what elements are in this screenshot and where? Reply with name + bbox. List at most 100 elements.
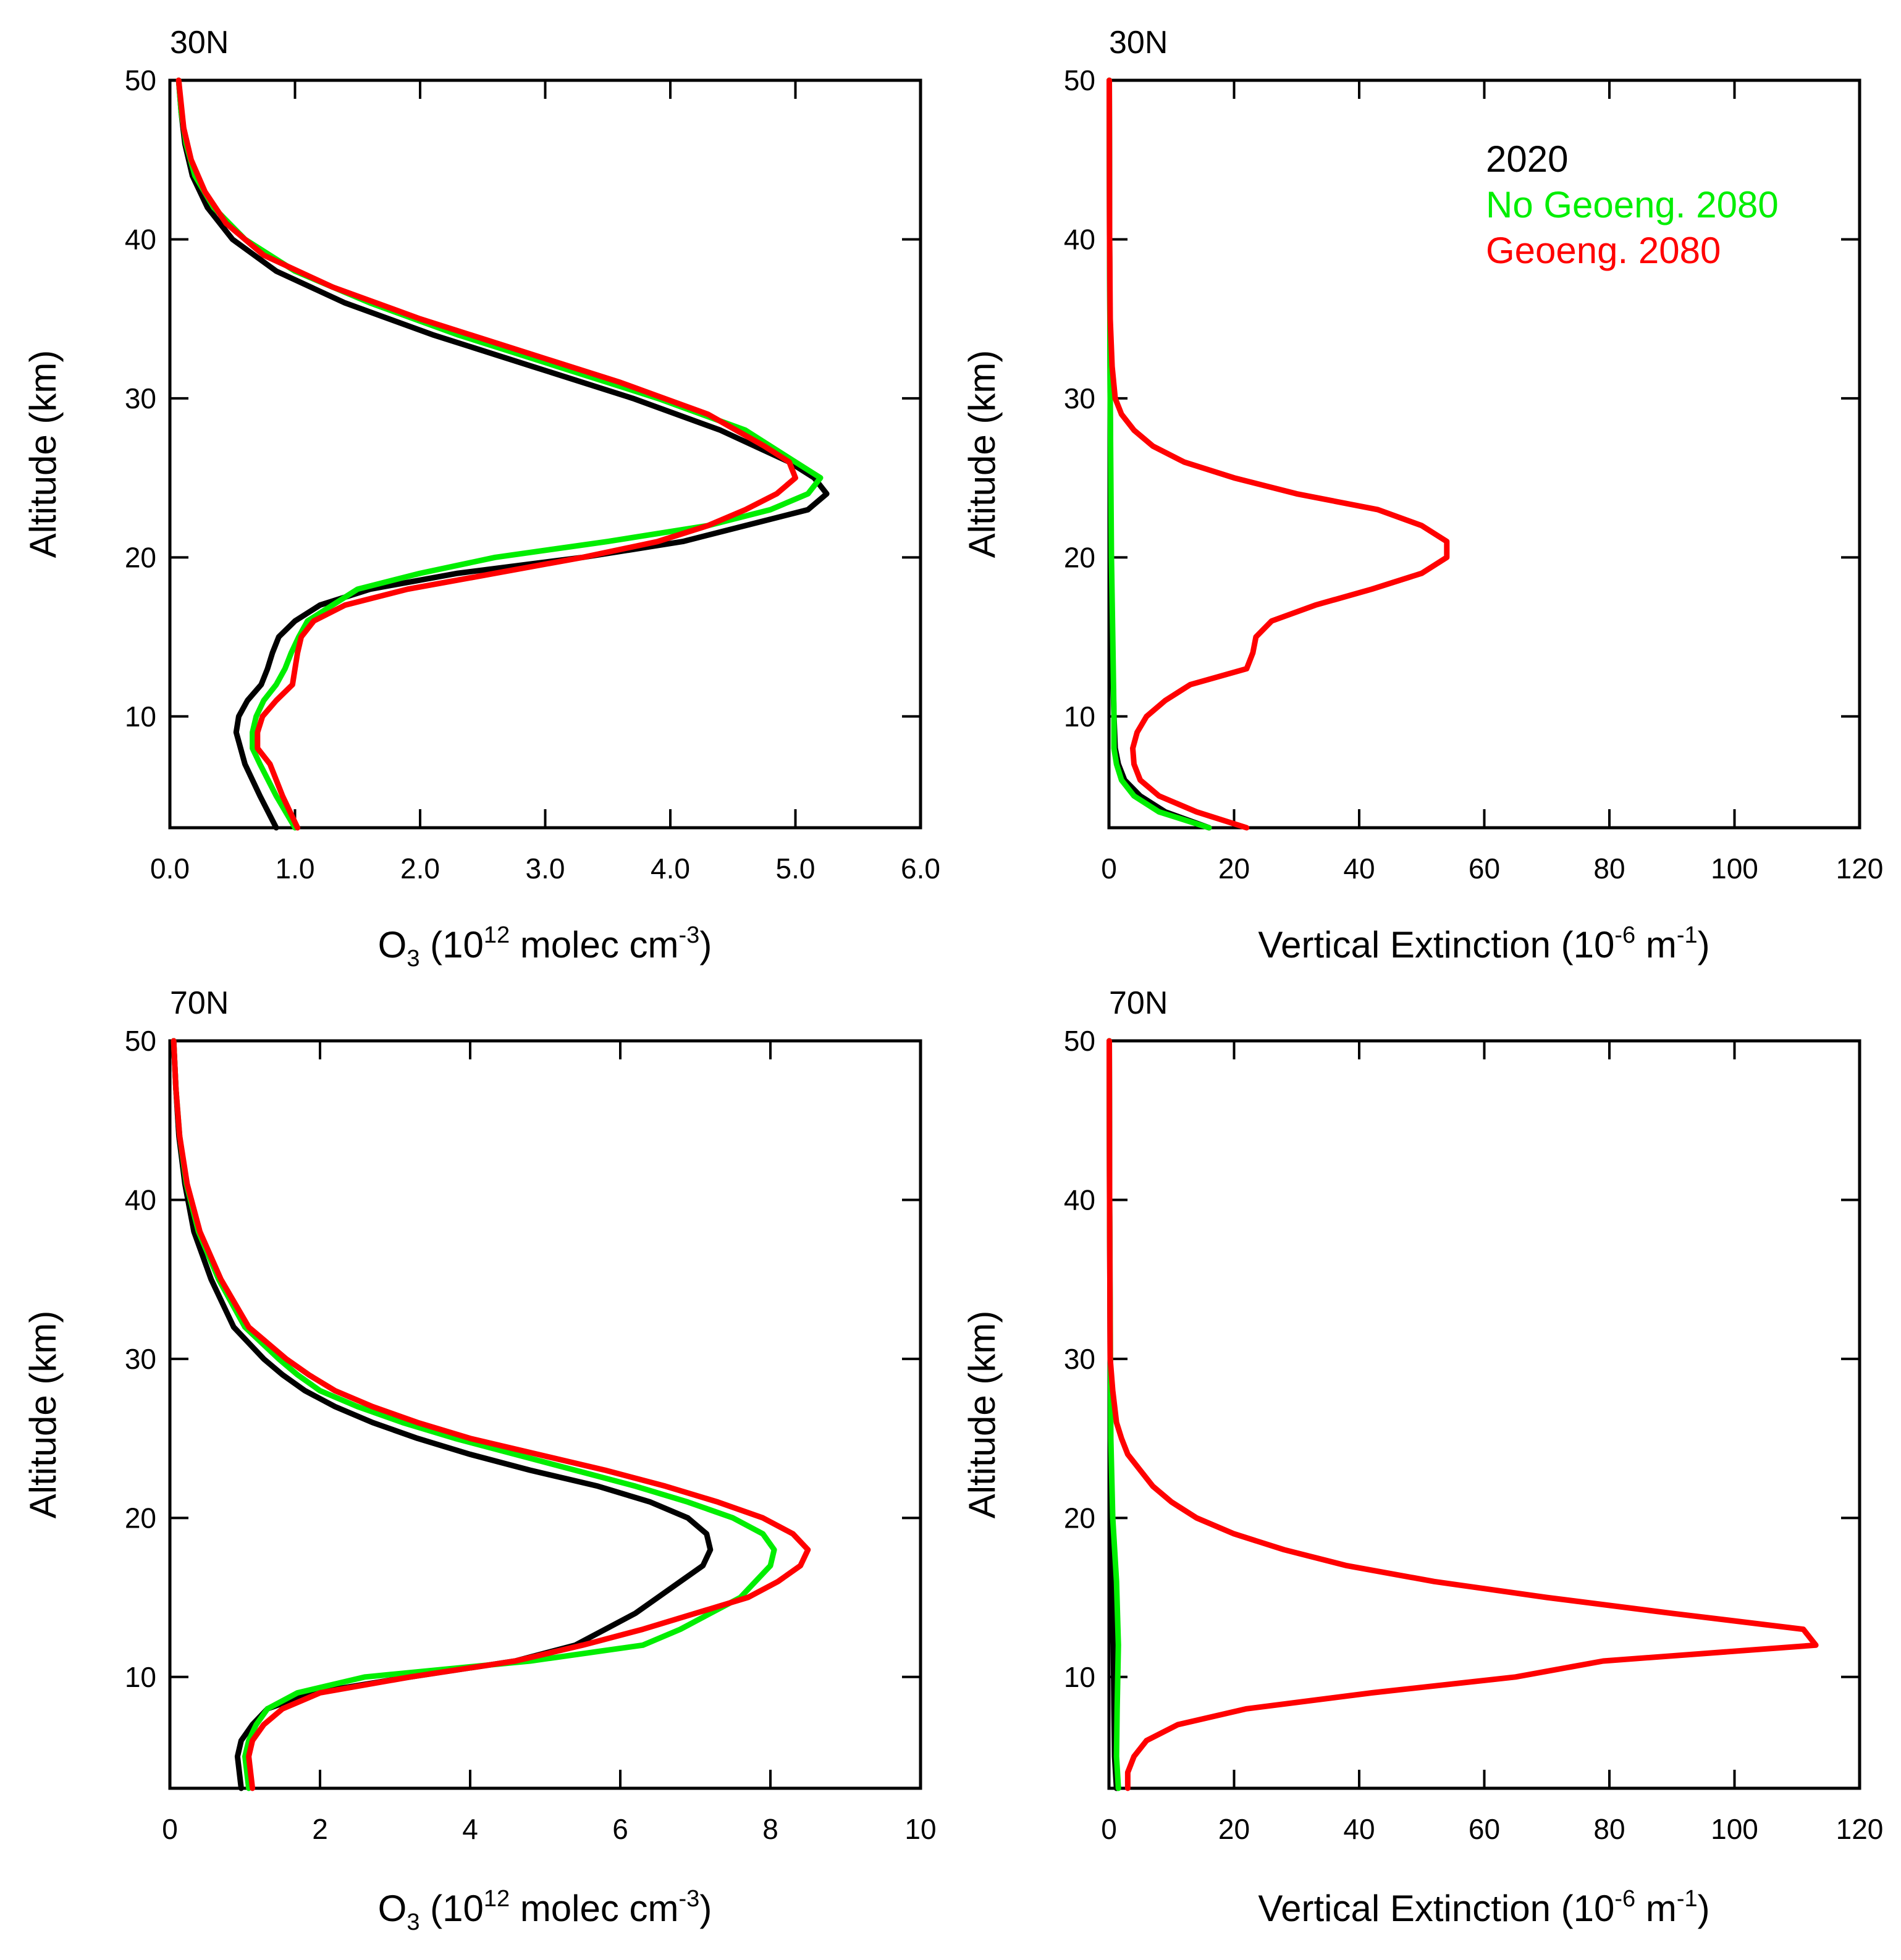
x-tick-label: 4.0 <box>651 852 690 885</box>
x-tick-label: 40 <box>1343 1813 1375 1845</box>
y-tick-label: 50 <box>125 64 156 96</box>
y-tick-label: 30 <box>125 1343 156 1375</box>
panel-extinction-30n: 30N 0 20 40 60 80 100 120 10 20 30 40 50 Altitude (… <box>961 25 1883 965</box>
series-line-2020 <box>175 77 830 831</box>
y-axis-label: Altitude (km) <box>961 1311 1003 1519</box>
y-tick-label: 30 <box>1064 382 1095 414</box>
x-axis-label-part: O <box>378 924 407 965</box>
y-tick-label: 10 <box>1064 1661 1095 1693</box>
x-tick-label: 5.0 <box>776 852 816 885</box>
x-tick-label: 80 <box>1593 852 1625 885</box>
legend-entry-no-geoeng-2080: No Geoeng. 2080 <box>1486 184 1779 225</box>
legend-entry-geoeng-2080: Geoeng. 2080 <box>1486 230 1721 271</box>
x-tick-label: 2 <box>312 1813 328 1845</box>
panel-title: 30N <box>170 25 229 61</box>
y-tick-label: 30 <box>1064 1343 1095 1375</box>
x-tick-label: 1.0 <box>276 852 315 885</box>
plot-frame <box>1107 1039 1861 1790</box>
x-axis-label-part: (10 <box>419 1888 483 1929</box>
x-tick-label: 20 <box>1218 1813 1250 1845</box>
x-axis-label-part: (10 <box>419 924 483 965</box>
panel-title: 70N <box>170 985 229 1021</box>
x-axis-label: O3 (1012 molec cm-3) <box>378 922 712 972</box>
series-line-geoeng-2080 <box>1106 1038 1819 1791</box>
x-axis-label-sup: -3 <box>679 1886 700 1912</box>
x-axis-label-sup: -3 <box>679 922 700 948</box>
x-axis-label-sup: 12 <box>484 1886 510 1912</box>
x-axis-label-part: Vertical Extinction (10 <box>1258 924 1614 965</box>
x-axis-label-part: molec cm <box>510 1888 678 1929</box>
x-axis-label-part: molec cm <box>510 924 678 965</box>
legend-entry-2020: 2020 <box>1486 138 1568 180</box>
tick-group: 0 20 40 60 80 100 120 10 20 30 40 50 <box>1064 64 1884 885</box>
series-group <box>171 1038 811 1791</box>
plot-frame <box>168 1039 922 1790</box>
y-tick-label: 20 <box>125 1502 156 1534</box>
x-axis-label-part: m <box>1635 924 1677 965</box>
y-tick-label: 40 <box>1064 223 1095 255</box>
x-axis-label-part: ) <box>699 924 712 965</box>
x-tick-label: 60 <box>1469 852 1500 885</box>
y-axis-label: Altitude (km) <box>22 350 64 558</box>
x-axis-label-part: ) <box>1698 1888 1710 1929</box>
x-tick-label: 100 <box>1711 852 1758 885</box>
x-tick-label: 40 <box>1343 852 1375 885</box>
y-tick-label: 10 <box>125 700 156 733</box>
x-tick-label: 3.0 <box>526 852 565 885</box>
y-axis-label: Altitude (km) <box>22 1311 64 1519</box>
x-axis-label: O3 (1012 molec cm-3) <box>378 1886 712 1935</box>
y-tick-label: 30 <box>125 382 156 414</box>
x-axis-label: Vertical Extinction (10-6 m-1) <box>1258 922 1709 965</box>
series-group <box>175 77 830 831</box>
x-axis-label-sup: 12 <box>484 922 510 948</box>
series-line-no-geoeng-2080 <box>175 77 824 831</box>
x-tick-label: 0 <box>1101 852 1117 885</box>
plot-frame <box>168 78 922 830</box>
x-tick-label: 2.0 <box>400 852 440 885</box>
x-tick-label: 8 <box>762 1813 778 1845</box>
x-tick-label: 6.0 <box>901 852 940 885</box>
y-tick-label: 20 <box>125 541 156 573</box>
panel-title: 70N <box>1109 985 1168 1021</box>
y-tick-label: 10 <box>1064 700 1095 733</box>
x-tick-label: 60 <box>1469 1813 1500 1845</box>
x-axis-label-part: O <box>378 1888 407 1929</box>
y-tick-label: 50 <box>1064 64 1095 96</box>
y-tick-label: 40 <box>125 223 156 255</box>
panel-o3-70n: 70N 0 2 4 6 8 10 10 20 30 40 50 Altitude (km) O3 (… <box>22 985 937 1935</box>
panel-o3-30n: 30N 0.0 1.0 2.0 3.0 4.0 5.0 6.0 10 20 30 40 50 Alti… <box>22 25 940 972</box>
x-tick-label: 80 <box>1593 1813 1625 1845</box>
x-axis-label-sup: -1 <box>1677 922 1698 948</box>
tick-group: 0 20 40 60 80 100 120 10 20 30 40 50 <box>1064 1025 1884 1845</box>
x-tick-label: 6 <box>612 1813 628 1845</box>
x-tick-label: 0 <box>162 1813 178 1845</box>
legend: 2020 No Geoeng. 2080 Geoeng. 2080 <box>1486 138 1779 271</box>
x-axis-label-part: ) <box>1698 924 1710 965</box>
series-line-no-geoeng-2080 <box>171 1038 777 1791</box>
y-tick-label: 20 <box>1064 1502 1095 1534</box>
panel-extinction-70n: 70N 0 20 40 60 80 100 120 10 20 30 40 50 Altitude (… <box>961 985 1883 1929</box>
y-tick-label: 20 <box>1064 541 1095 573</box>
series-line-2020 <box>171 1038 714 1791</box>
y-tick-label: 10 <box>125 1661 156 1693</box>
x-tick-label: 100 <box>1711 1813 1758 1845</box>
y-tick-label: 40 <box>125 1184 156 1216</box>
series-line-geoeng-2080 <box>175 77 798 831</box>
x-axis-label-sub: 3 <box>407 946 419 972</box>
x-axis-label-part: Vertical Extinction (10 <box>1258 1888 1614 1929</box>
series-line-geoeng-2080 <box>1106 77 1450 831</box>
y-tick-label: 50 <box>1064 1025 1095 1057</box>
series-group <box>1106 77 1450 831</box>
series-group <box>1106 1038 1819 1791</box>
x-tick-label: 120 <box>1836 852 1884 885</box>
x-axis-label: Vertical Extinction (10-6 m-1) <box>1258 1886 1709 1929</box>
x-tick-label: 0.0 <box>150 852 190 885</box>
x-tick-label: 10 <box>904 1813 936 1845</box>
panel-title: 30N <box>1109 25 1168 61</box>
x-axis-label-sup: -6 <box>1614 922 1635 948</box>
x-axis-label-sub: 3 <box>407 1909 419 1935</box>
x-tick-label: 120 <box>1836 1813 1884 1845</box>
x-tick-label: 4 <box>462 1813 478 1845</box>
x-axis-label-sup: -6 <box>1614 1886 1635 1912</box>
